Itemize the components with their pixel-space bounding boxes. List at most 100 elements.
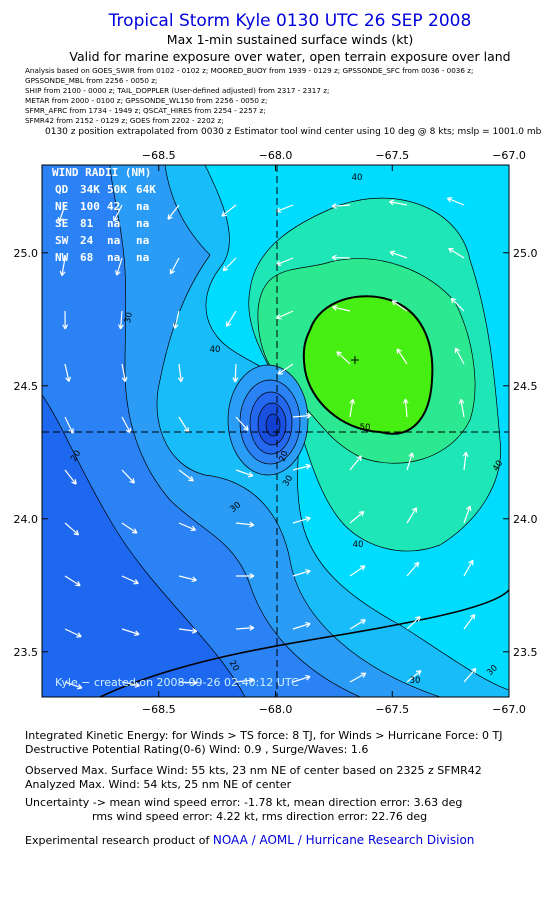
wind-arrow bbox=[222, 257, 237, 272]
wind-arrow bbox=[332, 305, 351, 312]
wind-arrow bbox=[406, 507, 418, 524]
wind-arrow bbox=[177, 363, 184, 383]
wind-arrow bbox=[235, 416, 249, 431]
max-wind-marker bbox=[351, 356, 359, 364]
contour-label: 40 bbox=[210, 345, 221, 355]
wind-arrow bbox=[349, 398, 356, 418]
radii-header: 34K bbox=[80, 183, 100, 196]
wind-arrow bbox=[349, 455, 362, 471]
footer-line: rms wind speed error: 4.22 kt, rms direc… bbox=[92, 810, 427, 823]
wind-arrow bbox=[463, 613, 476, 630]
footer-line: Observed Max. Surface Wind: 55 kts, 23 n… bbox=[25, 764, 482, 777]
wind-arrow bbox=[462, 451, 469, 471]
wind-arrow bbox=[349, 619, 366, 630]
thick-contour bbox=[99, 589, 509, 697]
radii-cell: na bbox=[136, 251, 149, 264]
radii-cell: 100 bbox=[80, 200, 100, 213]
radii-header: 64K bbox=[136, 183, 156, 196]
low-ring bbox=[265, 413, 281, 437]
wind-arrow bbox=[406, 452, 414, 471]
y-tick-label: 24.0 bbox=[14, 513, 39, 526]
footer-line: Destructive Potential Rating(0-6) Wind: … bbox=[25, 743, 368, 756]
contour-label: 30 bbox=[123, 311, 135, 323]
radii-cell: na bbox=[136, 217, 149, 230]
title: Tropical Storm Kyle 0130 UTC 26 SEP 2008 bbox=[108, 11, 472, 31]
y-tick-label: 24.0 bbox=[513, 513, 538, 526]
wind-arrow bbox=[121, 363, 128, 383]
wind-arrow bbox=[448, 247, 465, 259]
wind-arrow bbox=[57, 204, 66, 223]
footer-line: Uncertainty -> mean wind speed error: -1… bbox=[25, 796, 462, 809]
radii-cell: na bbox=[136, 234, 149, 247]
wind-arrow bbox=[292, 569, 311, 577]
wind-arrow bbox=[121, 628, 140, 636]
y-tick-label: 24.5 bbox=[14, 380, 39, 393]
analysis-line: METAR from 2000 - 0100 z; GPSSONDE_WL150… bbox=[25, 96, 267, 105]
analysis-line: SFMR42 from 2152 - 0129 z; GOES from 220… bbox=[25, 116, 224, 125]
wind-arrow bbox=[235, 677, 255, 684]
wind-arrow bbox=[178, 575, 197, 583]
wind-arrow bbox=[276, 310, 294, 320]
wind-arrow bbox=[121, 522, 138, 534]
analysis-line: SHIP from 2100 - 0000 z; TAIL_DOPPLER (U… bbox=[25, 86, 329, 95]
analysis-line: GPSSONDE_MBL from 2256 - 0050 z; bbox=[25, 76, 157, 85]
x-tick-label: −67.5 bbox=[375, 703, 409, 716]
wind-arrow bbox=[292, 412, 312, 419]
analysis-line: Analysis based on GOES_SWIR from 0102 - … bbox=[25, 66, 473, 75]
validity: Valid for marine exposure over water, op… bbox=[69, 49, 510, 64]
contour-label: 20 bbox=[227, 659, 241, 673]
contour-label: 50 bbox=[360, 423, 371, 433]
credit: Experimental research product of NOAA / … bbox=[25, 833, 474, 847]
wind-arrow bbox=[292, 674, 311, 683]
wind-arrow bbox=[64, 628, 82, 638]
wind-arrow bbox=[391, 300, 408, 312]
position-note: 0130 z position extrapolated from 0030 z… bbox=[45, 127, 542, 137]
contour-label: 40 bbox=[353, 540, 364, 550]
wind-arrow bbox=[117, 310, 124, 330]
wind-arrow bbox=[59, 257, 66, 277]
wind-arrow bbox=[235, 573, 255, 579]
y-tick-label: 24.5 bbox=[513, 380, 538, 393]
wind-arrow bbox=[178, 469, 194, 482]
wind-arrow bbox=[235, 469, 254, 478]
radii-cell: na bbox=[107, 217, 120, 230]
wind-arrow bbox=[64, 681, 83, 690]
wind-arrow bbox=[331, 254, 351, 261]
radii-header: QD bbox=[55, 183, 69, 196]
wind-arrow bbox=[454, 347, 465, 365]
wind-arrow bbox=[232, 363, 239, 383]
wind-arrow bbox=[178, 679, 198, 686]
wind-radii-table: WIND RADII (NM) QD 34K 50K 64K NE 100 42 na SE 81 n… bbox=[52, 166, 156, 264]
x-tick-label: −67.5 bbox=[375, 149, 409, 162]
credit-prefix: Experimental research product of bbox=[25, 834, 213, 847]
wind-vectors bbox=[57, 197, 477, 690]
contour-label: 20 bbox=[278, 450, 291, 464]
wind-field bbox=[42, 165, 509, 697]
wind-arrow bbox=[169, 257, 180, 275]
wind-arrow bbox=[225, 310, 237, 327]
wind-arrow bbox=[178, 522, 197, 532]
wind-arrow bbox=[463, 559, 474, 577]
wind-arrow bbox=[235, 625, 255, 631]
wind-arrow bbox=[277, 363, 294, 375]
radii-cell: NW bbox=[55, 251, 69, 264]
radii-cell: NE bbox=[55, 200, 68, 213]
watermark: Kyle − created on 2008-09-26 02:40:12 UT… bbox=[55, 676, 299, 689]
wind-arrow bbox=[64, 522, 80, 536]
wind-arrow bbox=[463, 667, 477, 683]
wind-arrow bbox=[406, 561, 420, 577]
wind-arrow bbox=[396, 348, 408, 365]
contour-label: 40 bbox=[491, 459, 505, 473]
radii-cell: 68 bbox=[80, 251, 93, 264]
wind-arrow bbox=[349, 510, 365, 524]
wind-arrow bbox=[402, 398, 409, 418]
wind-arrow bbox=[235, 521, 255, 528]
wind-arrow bbox=[446, 197, 465, 206]
wind-arrow bbox=[406, 616, 421, 630]
wind-arrow bbox=[121, 469, 135, 484]
footer-line: Analyzed Max. Wind: 54 kts, 25 nm NE of … bbox=[25, 778, 292, 791]
wind-arrow bbox=[115, 257, 123, 276]
radii-cell: SW bbox=[55, 234, 69, 247]
wind-arrow bbox=[463, 505, 472, 524]
footer: Integrated Kinetic Energy: for Winds > T… bbox=[25, 729, 503, 823]
